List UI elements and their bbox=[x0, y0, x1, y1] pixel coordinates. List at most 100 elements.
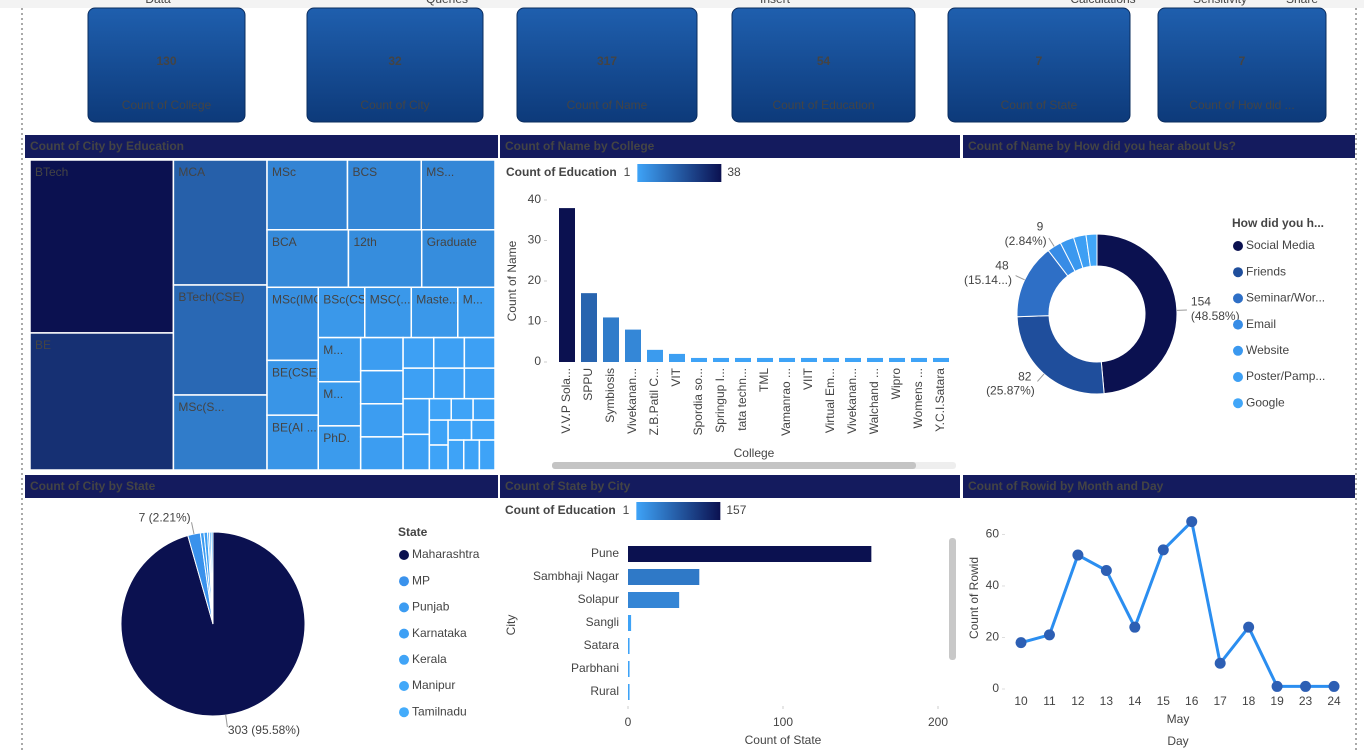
tile-label: BTech bbox=[35, 165, 68, 179]
x-tick-label: VIIT bbox=[801, 367, 815, 390]
x-tick-label: Spordia so... bbox=[691, 368, 705, 435]
x-tick-label: 23 bbox=[1299, 694, 1313, 708]
legend-label: Karnataka bbox=[412, 626, 467, 640]
kpi-value: 54 bbox=[817, 54, 831, 68]
y-tick-label: Sangli bbox=[586, 615, 619, 629]
legend-label: Maharashtra bbox=[412, 547, 480, 561]
data-label: 303 (95.58%) bbox=[228, 723, 300, 737]
treemap-tile bbox=[428, 397, 452, 421]
legend-min: 1 bbox=[624, 165, 631, 179]
bar bbox=[603, 317, 619, 362]
point bbox=[1214, 657, 1226, 669]
bar bbox=[625, 329, 641, 362]
point bbox=[1072, 549, 1084, 561]
label-line: (48.58%) bbox=[1191, 309, 1240, 323]
bar bbox=[628, 615, 632, 631]
y-tick-label: Pune bbox=[591, 546, 619, 560]
treemap-tile bbox=[462, 439, 481, 471]
legend-max: 38 bbox=[727, 165, 741, 179]
treemap-tile bbox=[420, 229, 496, 289]
x-tick-label: 10 bbox=[1014, 694, 1028, 708]
tile-label: MSC(... bbox=[370, 292, 411, 306]
point bbox=[1100, 565, 1112, 577]
legend-label: Website bbox=[1246, 343, 1289, 357]
y-tick-label: 0 bbox=[992, 681, 999, 695]
legend-label: Tamilnadu bbox=[412, 704, 467, 718]
point bbox=[1157, 544, 1169, 556]
legend-marker bbox=[1233, 241, 1243, 251]
x-tick-label: Y.C.I.Satara bbox=[933, 368, 947, 432]
treemap-tile bbox=[463, 367, 496, 400]
panel-title: Count of State by City bbox=[505, 479, 631, 493]
bar bbox=[845, 357, 861, 362]
legend-marker bbox=[399, 681, 409, 691]
kpi-card bbox=[947, 7, 1131, 123]
bar bbox=[628, 592, 680, 608]
tile-label: BSc(CS) bbox=[323, 292, 370, 306]
kpi-label: Count of How did ... bbox=[1189, 98, 1294, 112]
treemap-tile bbox=[410, 286, 459, 339]
data-label: 48 (15.14...) bbox=[964, 259, 1012, 287]
legend-marker bbox=[1233, 345, 1243, 356]
x-tick-label: VIT bbox=[669, 367, 683, 386]
point bbox=[1243, 621, 1255, 633]
y-tick-label: 10 bbox=[528, 314, 542, 328]
x-axis-title: College bbox=[734, 446, 775, 460]
legend-label: Seminar/Wor... bbox=[1246, 291, 1325, 305]
point bbox=[1328, 680, 1340, 692]
treemap-tile bbox=[364, 286, 413, 339]
treemap-tile bbox=[402, 433, 431, 471]
bar bbox=[757, 357, 773, 362]
bar bbox=[647, 349, 663, 362]
panel-title: Count of City by State bbox=[30, 479, 156, 493]
label-line: (25.87%) bbox=[986, 384, 1035, 398]
legend-label: Email bbox=[1246, 317, 1276, 331]
point bbox=[1043, 629, 1055, 641]
bar bbox=[669, 353, 685, 362]
treemap-tile bbox=[266, 286, 320, 362]
x-tick-label: Walchand ... bbox=[867, 368, 881, 434]
tile-label: BE(AI ... bbox=[272, 420, 317, 434]
y-tick-label: Solapur bbox=[578, 592, 619, 606]
ribbon-tab: Data bbox=[145, 0, 171, 6]
ribbon-tab: Queries bbox=[426, 0, 468, 6]
treemap-tile bbox=[29, 159, 175, 334]
bar bbox=[713, 357, 729, 362]
point bbox=[1300, 680, 1312, 692]
point bbox=[1129, 621, 1141, 633]
tile-label: M... bbox=[323, 387, 343, 401]
legend-title: State bbox=[398, 525, 428, 539]
kpi-card bbox=[87, 7, 246, 123]
label-line: 82 bbox=[1018, 369, 1035, 383]
leader-line bbox=[1015, 275, 1025, 281]
x-tick-label: Vivekanan... bbox=[845, 368, 859, 434]
kpi-card bbox=[516, 7, 698, 123]
treemap-tile bbox=[447, 419, 473, 441]
tile-label: MSc bbox=[272, 165, 296, 179]
slice bbox=[1096, 233, 1178, 395]
treemap-tile bbox=[317, 425, 362, 471]
label-line: 48 bbox=[995, 259, 1012, 273]
legend-marker bbox=[1233, 398, 1243, 409]
legend-max: 157 bbox=[726, 503, 746, 517]
kpi-card bbox=[306, 7, 484, 123]
legend-marker bbox=[399, 628, 409, 639]
treemap-tile bbox=[347, 229, 423, 289]
treemap-tile bbox=[402, 367, 435, 400]
y-tick-label: 20 bbox=[986, 630, 1000, 644]
panel-title-bar bbox=[25, 475, 498, 498]
panel-title-bar bbox=[963, 475, 1355, 498]
x-tick-label: tata techn... bbox=[735, 368, 749, 431]
ribbon-tab: Share bbox=[1286, 0, 1318, 6]
treemap-tile bbox=[266, 414, 320, 471]
bar bbox=[691, 357, 707, 362]
treemap-tile bbox=[359, 369, 404, 405]
data-label: 154 (48.58%) bbox=[1191, 295, 1240, 323]
treemap-tile bbox=[470, 419, 496, 441]
line bbox=[1020, 518, 1334, 688]
leader-line bbox=[1037, 373, 1045, 382]
bar bbox=[559, 208, 575, 362]
color-scale bbox=[636, 502, 721, 520]
data-label: 82 (25.87%) bbox=[986, 369, 1035, 397]
